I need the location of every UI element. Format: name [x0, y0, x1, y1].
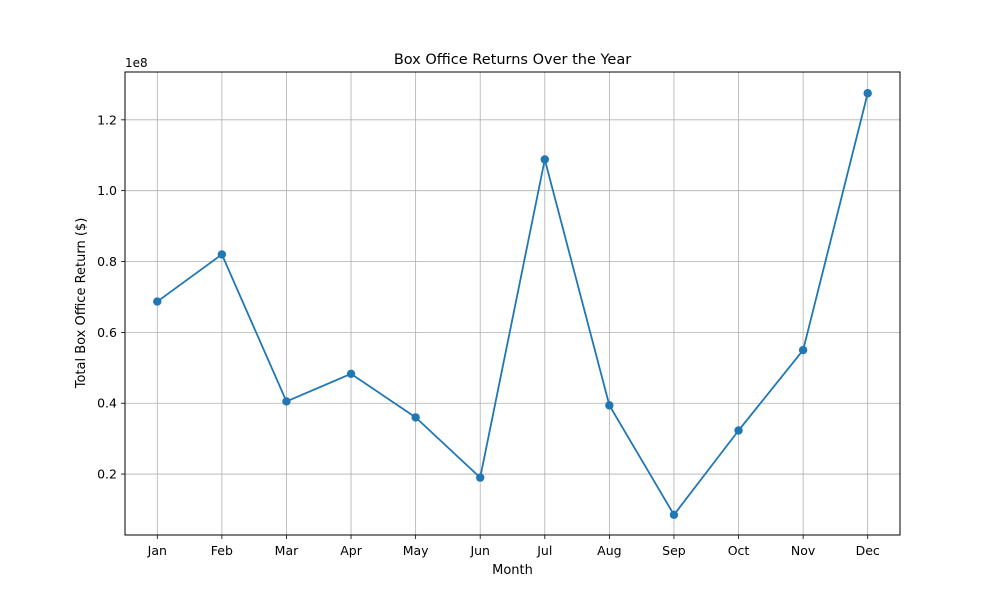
x-tick-label: Mar — [275, 543, 299, 558]
data-point — [863, 89, 872, 98]
x-tick-label: Jan — [147, 543, 167, 558]
x-tick-label: May — [403, 543, 429, 558]
x-tick-label: Dec — [856, 543, 880, 558]
y-tick-label: 0.2 — [97, 467, 117, 482]
data-point — [734, 426, 743, 435]
chart-title: Box Office Returns Over the Year — [394, 52, 631, 68]
data-point — [153, 297, 162, 306]
grid-layer — [125, 72, 900, 535]
x-tick-label: Jun — [469, 543, 490, 558]
series-layer — [153, 89, 872, 520]
y-axis-label: Total Box Office Return ($) — [74, 218, 89, 390]
x-tick-label: Aug — [597, 543, 621, 558]
y-tick-label: 0.8 — [97, 254, 117, 269]
data-point — [282, 397, 291, 406]
x-tick-label: Oct — [728, 543, 750, 558]
data-point — [669, 510, 679, 520]
data-point — [217, 250, 227, 259]
data-point — [540, 155, 549, 164]
y-tick-label: 0.4 — [97, 396, 117, 411]
y-tick-label: 1.0 — [97, 183, 117, 198]
data-point — [476, 473, 485, 482]
data-point — [346, 369, 356, 379]
y-tick-label: 1.2 — [97, 112, 117, 127]
series-line — [156, 93, 869, 516]
axes-layer — [124, 71, 901, 536]
x-tick-label: Apr — [340, 543, 362, 558]
y-axis-offset-label: 1e8 — [125, 56, 148, 70]
plot-frame — [124, 71, 901, 536]
data-point — [411, 413, 420, 422]
x-tick-label: Jul — [536, 543, 552, 558]
x-axis-label: Month — [492, 563, 533, 578]
data-point — [798, 345, 808, 355]
x-tick-label: Nov — [791, 543, 816, 558]
x-tick-label: Feb — [211, 543, 233, 558]
y-tick-label: 0.6 — [97, 325, 117, 340]
ticks-layer: Jan Feb Mar Apr May Jun Jul Aug Sep Oct Nov Dec 0.2 0… — [97, 112, 880, 558]
data-point — [605, 401, 614, 410]
x-tick-label: Sep — [662, 543, 686, 558]
